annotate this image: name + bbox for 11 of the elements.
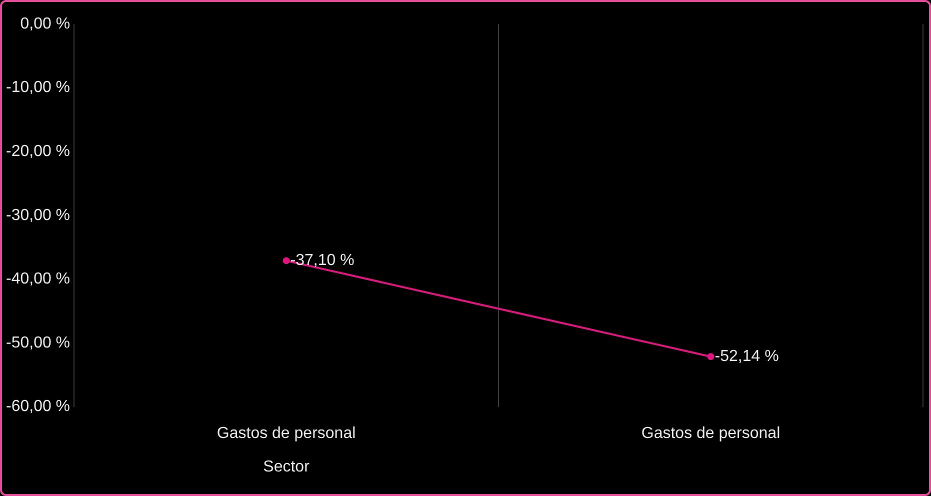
y-tick-label: -40,00 % bbox=[6, 270, 70, 288]
y-tick-label: -60,00 % bbox=[6, 398, 70, 416]
y-tick-label: -30,00 % bbox=[6, 206, 70, 224]
y-tick-label: -50,00 % bbox=[6, 334, 70, 352]
y-tick-label: -20,00 % bbox=[6, 143, 70, 160]
data-label: -52,14 % bbox=[714, 348, 779, 366]
y-tick-label: 0,00 % bbox=[20, 15, 70, 32]
y-tick-label: -10,00 % bbox=[6, 79, 70, 96]
x-tick-label: Gastos de personal bbox=[641, 425, 780, 442]
x-tick-label: Gastos de personal Sector bbox=[216, 425, 356, 476]
data-label: -37,10 % bbox=[290, 252, 354, 270]
